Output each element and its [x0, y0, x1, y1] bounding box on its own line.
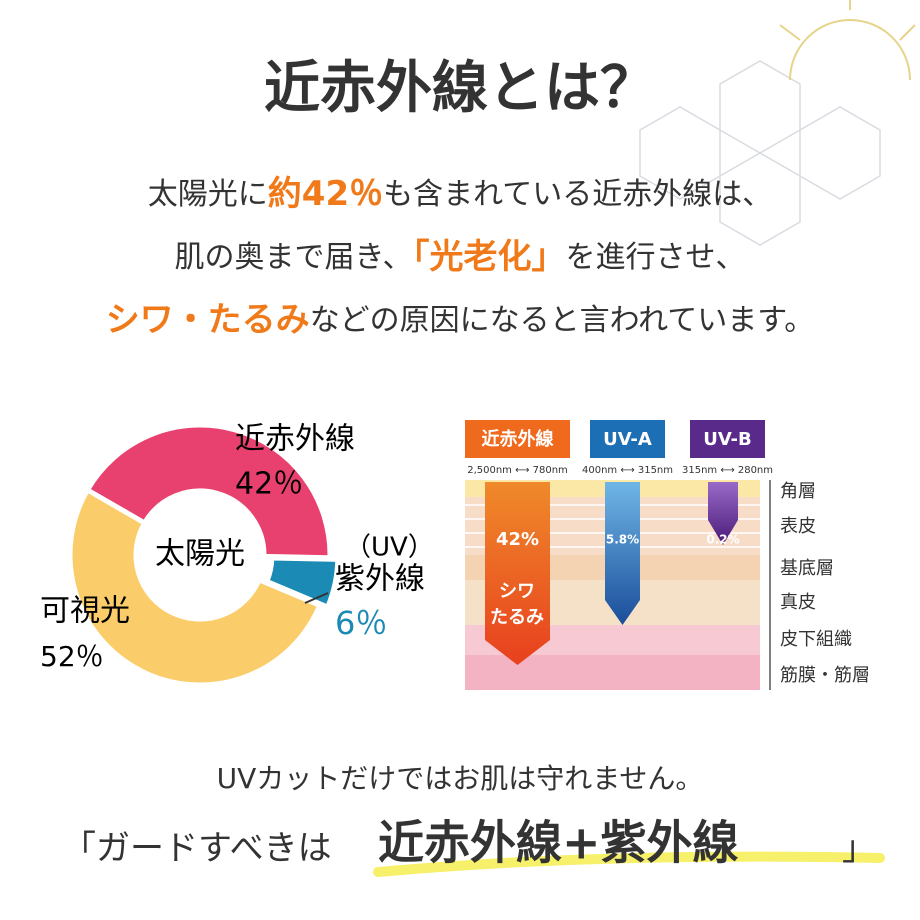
footer-close: 」: [842, 829, 876, 869]
intro-line: シワ・たるみなどの原因になると言われています。: [106, 300, 815, 340]
ray-range: 2,500nm ⟷ 780nm: [467, 465, 568, 476]
footer-emphasis: 近赤外線+紫外線: [378, 816, 739, 870]
intro-segment: 太陽光に: [148, 177, 268, 212]
intro-segment: 肌の奥まで届き、: [175, 240, 413, 275]
intro-segment: シワ・たるみ: [106, 300, 310, 340]
footer-line: UVカットだけではお肌は守れません。: [217, 762, 704, 795]
intro-line: 太陽光に約42％も含まれている近赤外線は、: [148, 174, 772, 214]
ray-arrow: [708, 482, 738, 545]
ray-percent: 5.8%: [606, 533, 639, 547]
ray-header: [465, 420, 570, 458]
layer-label: 真皮: [780, 592, 816, 613]
skin-layer-band: [465, 655, 760, 690]
ray-name: UV-A: [603, 429, 652, 450]
center-label: 太陽光: [155, 537, 245, 572]
value-label: 52％: [40, 640, 104, 673]
title: 近赤外線とは？: [264, 56, 656, 121]
ray-percent: 42%: [496, 529, 539, 550]
ray-name: UV-B: [703, 429, 751, 450]
value-label: 42％: [235, 467, 303, 502]
layer-label: 角層: [780, 481, 816, 502]
sun-decoration: [779, 0, 916, 81]
layer-label: 基底層: [780, 558, 834, 579]
ray-arrow: [605, 482, 640, 625]
leader: [304, 592, 329, 604]
intro-segment: 「光老化」: [412, 237, 565, 277]
hex-decoration: [639, 60, 881, 246]
intro-segment: 約: [268, 174, 302, 214]
category-label: 可視光: [40, 594, 130, 629]
ray-header: [590, 420, 665, 458]
ray-header: [690, 420, 765, 458]
intro-segment: 42％: [302, 174, 383, 214]
category-label: 近赤外線: [235, 422, 355, 457]
highlight: [373, 851, 885, 877]
ray-arrow: [485, 482, 550, 665]
ray-range: 315nm ⟷ 280nm: [682, 465, 773, 476]
layer-label: 表皮: [780, 516, 816, 537]
intro-segment: を進行させ、: [565, 240, 745, 275]
ray-effect: たるみ: [490, 607, 544, 628]
layer-label: 筋膜・筋層: [780, 665, 870, 686]
layer-label: 皮下組織: [780, 629, 852, 650]
ray-range: 400nm ⟷ 315nm: [582, 465, 673, 476]
intro-segment: も含まれている近赤外線は、: [383, 177, 772, 212]
donut-wedge: [263, 555, 341, 611]
donut-wedge: [67, 486, 324, 688]
intro-segment: などの原因になると言われています。: [310, 303, 815, 338]
annotation: （UV）: [345, 533, 434, 563]
footer-open: 「ガードすべきは: [62, 829, 332, 869]
intro-line: 肌の奥まで届き、「光老化」を進行させ、: [175, 237, 746, 277]
donut-wedge: [83, 422, 333, 561]
ray-name: 近赤外線: [482, 428, 554, 450]
ray-effect: シワ: [499, 581, 535, 602]
ray-percent: 0.2%: [706, 533, 739, 547]
category-label: 紫外線: [335, 562, 425, 597]
value-label: 6％: [335, 604, 387, 642]
